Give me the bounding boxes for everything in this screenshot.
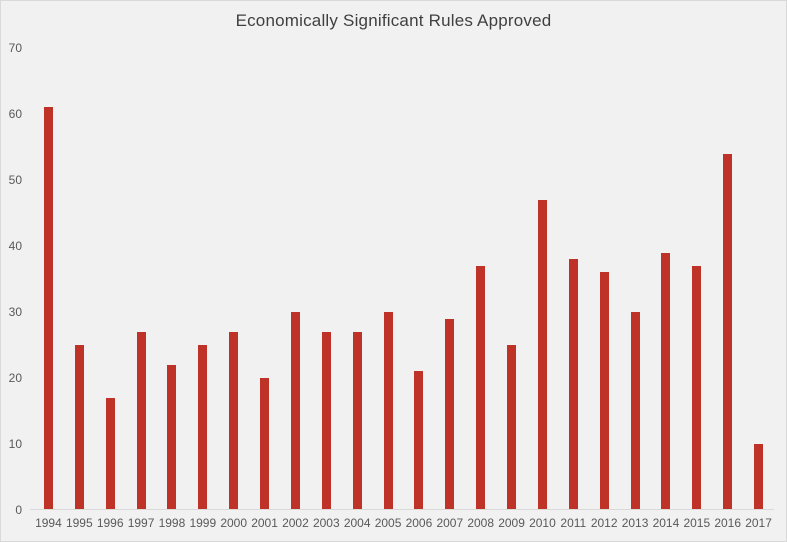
x-axis-category-label: 1994 (35, 516, 62, 530)
x-axis-category-label: 2012 (590, 516, 618, 530)
bar-slot (126, 48, 157, 510)
bar-2001 (260, 378, 270, 510)
y-axis-tick-label: 30 (8, 305, 22, 319)
bar-1999 (198, 345, 208, 510)
x-axis-category-label: 1997 (127, 516, 155, 530)
bar-slot (434, 48, 465, 510)
x-axis-category-label: 1999 (189, 516, 217, 530)
bar-2014 (661, 252, 671, 510)
x-axis-category-label: 2013 (621, 516, 649, 530)
bar-slot (743, 48, 774, 510)
bar-2002 (290, 312, 300, 510)
bar-slot (157, 48, 188, 510)
x-axis-category-label: 1995 (65, 516, 93, 530)
x-axis-line (30, 509, 774, 510)
bar-1995 (74, 345, 84, 510)
x-axis-category-label: 2015 (683, 516, 711, 530)
bar-1996 (105, 397, 115, 510)
chart-title: Economically Significant Rules Approved (235, 11, 552, 30)
x-axis-category-label: 1998 (158, 516, 186, 530)
bar-slot (712, 48, 743, 510)
y-axis-tick-label: 50 (8, 173, 22, 187)
y-axis-tick-label: 0 (15, 503, 22, 517)
bar-2011 (568, 259, 578, 510)
bar-2015 (692, 265, 702, 510)
y-axis-tick-label: 70 (8, 41, 22, 55)
plot-area (33, 48, 774, 510)
bar-2003 (321, 331, 331, 510)
bar-slot (651, 48, 682, 510)
x-axis-category-label: 2001 (251, 516, 278, 530)
bar-slot (64, 48, 95, 510)
bar-2004 (352, 331, 362, 510)
bar-2005 (383, 312, 393, 510)
bar-1994 (43, 107, 53, 510)
x-axis-category-label: 2000 (220, 516, 248, 530)
x-axis-category-label: 2009 (498, 516, 525, 530)
bar-2016 (723, 153, 733, 510)
bar-slot (249, 48, 280, 510)
x-axis-category-label: 2003 (312, 516, 340, 530)
bar-slot (681, 48, 712, 510)
bar-2010 (537, 199, 547, 510)
x-axis-category-label: 2005 (374, 516, 402, 530)
bar-slot (558, 48, 589, 510)
y-axis-tick-label: 10 (8, 437, 22, 451)
bar-2012 (599, 272, 609, 510)
x-axis-labels: 1994 1995 1996 1997 1998 1999 2000 2001 2002 2003… (33, 516, 774, 530)
x-axis-category-label: 2010 (529, 516, 556, 530)
bar-2017 (754, 444, 764, 510)
bar-slot (311, 48, 342, 510)
bar-slot (33, 48, 64, 510)
x-axis-category-label: 2017 (745, 516, 772, 530)
bar-slot (589, 48, 620, 510)
bar-1998 (167, 364, 177, 510)
bar-slot (496, 48, 527, 510)
x-axis-category-label: 2008 (467, 516, 495, 530)
x-axis-category-label: 2014 (652, 516, 680, 530)
bar-2006 (414, 371, 424, 510)
x-axis-category-label: 2007 (436, 516, 464, 530)
x-axis-category-label: 2004 (343, 516, 371, 530)
bar-slot (373, 48, 404, 510)
bar-slot (465, 48, 496, 510)
x-axis-category-label: 2006 (405, 516, 433, 530)
bar-slot (404, 48, 435, 510)
bar-2009 (507, 345, 517, 510)
bar-2007 (445, 318, 455, 510)
y-axis-labels: 0 10 20 30 40 50 60 70 (1, 41, 22, 517)
bar-slot (95, 48, 126, 510)
y-axis-tick-label: 60 (8, 107, 22, 121)
bar-2013 (630, 312, 640, 510)
x-axis-category-label: 2016 (714, 516, 742, 530)
x-axis-category-label: 2011 (560, 516, 587, 530)
bar-slot (280, 48, 311, 510)
bar-2008 (476, 265, 486, 510)
bar-slot (527, 48, 558, 510)
bar-slot (187, 48, 218, 510)
bar-2000 (229, 331, 239, 510)
y-axis-tick-label: 20 (8, 371, 22, 385)
y-axis-tick-label: 40 (8, 239, 22, 253)
bar-1997 (136, 331, 146, 510)
x-axis-category-label: 2002 (282, 516, 309, 530)
x-axis-category-label: 1996 (96, 516, 124, 530)
bar-slot (620, 48, 651, 510)
bar-slot (218, 48, 249, 510)
bar-slot (342, 48, 373, 510)
